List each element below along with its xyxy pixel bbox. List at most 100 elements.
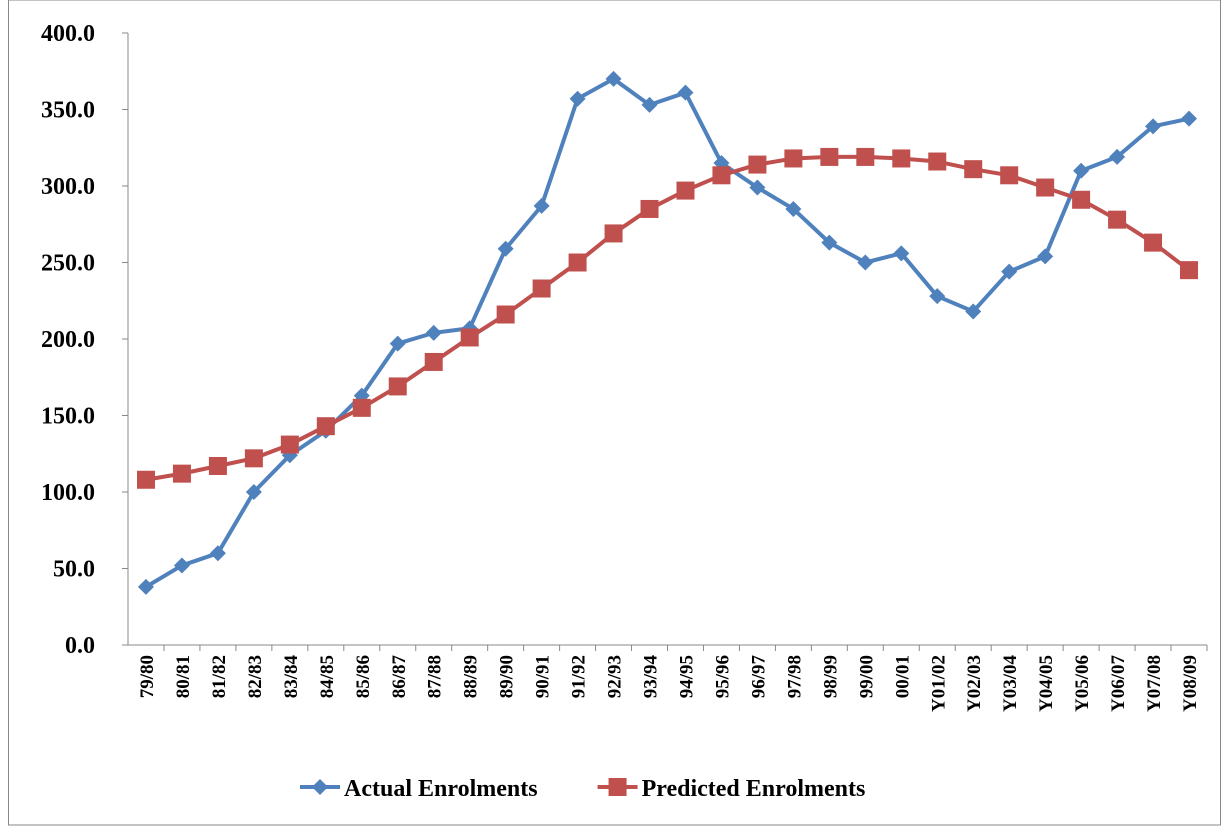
- point-marker: [605, 70, 622, 87]
- x-tick-label: 93/94: [641, 655, 662, 699]
- point-marker: [1000, 166, 1019, 185]
- point-marker: [1037, 248, 1054, 265]
- x-tick-label: 98/99: [820, 655, 841, 698]
- point-marker: [1001, 263, 1018, 280]
- point-marker: [316, 417, 335, 436]
- point-marker: [137, 578, 154, 595]
- x-tick-label: 95/96: [712, 655, 733, 698]
- y-tick-label: 100.0: [41, 480, 95, 506]
- legend-label: Actual Enrolments: [344, 776, 538, 802]
- x-tick-label: Y05/06: [1072, 655, 1093, 712]
- point-marker: [784, 149, 803, 168]
- y-tick-label: 150.0: [41, 404, 95, 430]
- y-tick-label: 400.0: [41, 21, 95, 47]
- point-marker: [532, 279, 551, 298]
- point-marker: [496, 305, 515, 324]
- point-marker: [312, 779, 328, 795]
- chart-frame: [8, 0, 1221, 826]
- point-marker: [173, 557, 190, 574]
- x-tick-label: 00/01: [892, 655, 913, 698]
- x-tick-label: Y06/07: [1108, 655, 1129, 713]
- point-marker: [1108, 210, 1127, 229]
- x-tick-label: 80/81: [173, 655, 194, 698]
- y-tick-label: 200.0: [41, 327, 95, 353]
- point-marker: [964, 160, 983, 179]
- point-marker: [352, 398, 371, 417]
- x-tick-label: 96/97: [748, 655, 769, 699]
- point-marker: [1181, 110, 1198, 127]
- x-tick-label: Y08/09: [1180, 655, 1201, 712]
- point-marker: [604, 224, 623, 243]
- point-marker: [389, 335, 406, 352]
- point-marker: [172, 464, 191, 483]
- y-tick-label: 350.0: [41, 98, 95, 124]
- point-marker: [1180, 261, 1199, 280]
- point-marker: [569, 90, 586, 107]
- x-tick-label: 92/93: [605, 655, 626, 698]
- legend-label: Predicted Enrolments: [642, 776, 866, 802]
- x-tick-label: 89/90: [497, 655, 518, 698]
- x-tick-label: 79/80: [137, 655, 158, 698]
- x-tick-label: 91/92: [569, 655, 590, 698]
- point-marker: [1073, 162, 1090, 179]
- x-tick-label: Y03/04: [1000, 655, 1021, 713]
- series-line: [145, 154, 1191, 482]
- point-marker: [245, 484, 262, 500]
- point-marker: [1144, 233, 1163, 252]
- x-tick-label: 83/84: [281, 655, 302, 699]
- y-tick-label: 250.0: [41, 251, 95, 277]
- point-marker: [497, 240, 514, 257]
- point-marker: [568, 253, 587, 272]
- point-marker: [640, 199, 659, 218]
- point-marker: [280, 435, 299, 454]
- point-marker: [1072, 190, 1091, 209]
- x-tick-label: 90/91: [533, 655, 554, 698]
- y-tick-label: 0.0: [65, 633, 95, 659]
- x-tick-label: Y01/02: [928, 655, 949, 712]
- x-tick-label: Y04/05: [1036, 655, 1057, 712]
- point-marker: [893, 245, 910, 262]
- x-tick-label: 97/98: [784, 655, 805, 698]
- x-tick-label: 81/82: [209, 655, 230, 698]
- point-marker: [136, 470, 155, 489]
- point-marker: [208, 456, 227, 475]
- x-tick-label: 87/88: [425, 655, 446, 698]
- point-marker: [785, 200, 802, 217]
- x-tick-label: Y02/03: [964, 655, 985, 712]
- point-marker: [1145, 118, 1162, 135]
- point-marker: [821, 234, 838, 251]
- point-marker: [748, 155, 767, 174]
- point-marker: [641, 96, 658, 113]
- y-tick-label: 300.0: [41, 174, 95, 200]
- series-line: [144, 76, 1190, 589]
- x-tick-label: 85/86: [353, 655, 374, 698]
- point-marker: [749, 179, 766, 196]
- point-marker: [857, 254, 874, 271]
- x-tick-label: 99/00: [856, 655, 877, 698]
- x-tick-label: 86/87: [389, 655, 410, 699]
- point-marker: [388, 377, 407, 396]
- point-marker: [892, 149, 911, 168]
- x-tick-label: 84/85: [317, 655, 338, 698]
- x-tick-label: 82/83: [245, 655, 266, 698]
- point-marker: [965, 303, 982, 320]
- point-marker: [608, 778, 627, 796]
- point-marker: [1109, 148, 1126, 165]
- point-marker: [712, 166, 731, 185]
- x-tick-label: Y07/08: [1144, 655, 1165, 712]
- point-marker: [424, 352, 443, 371]
- point-marker: [820, 147, 839, 166]
- y-tick-label: 50.0: [53, 557, 95, 583]
- point-marker: [1036, 178, 1055, 197]
- point-marker: [676, 181, 695, 200]
- point-marker: [460, 328, 479, 347]
- point-marker: [425, 324, 442, 341]
- point-marker: [209, 545, 226, 562]
- point-marker: [244, 449, 263, 468]
- point-marker: [533, 197, 550, 214]
- x-tick-label: 94/95: [676, 655, 697, 698]
- point-marker: [928, 152, 947, 171]
- point-marker: [677, 84, 694, 101]
- x-tick-label: 88/89: [461, 655, 482, 698]
